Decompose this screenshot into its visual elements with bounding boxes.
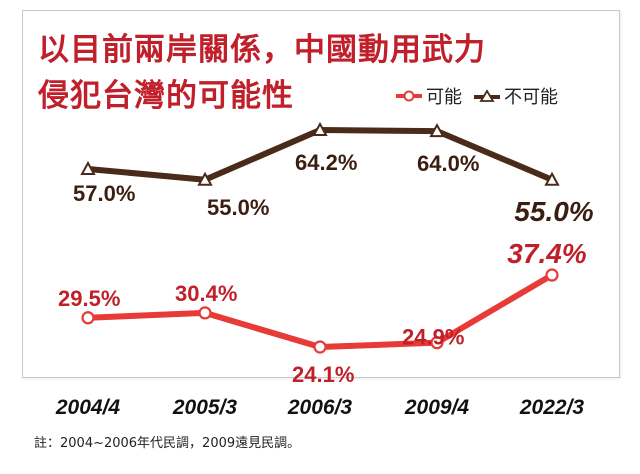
data-label-not-possible: 55.0% [207, 195, 269, 220]
legend-item-possible: 可能 [394, 83, 462, 109]
data-label-not-possible: 57.0% [73, 181, 135, 206]
footnote: 註：2004~2006年代民調，2009遠見民調。 [34, 436, 301, 451]
data-point-possible [313, 340, 327, 354]
data-point-not-possible [197, 171, 213, 186]
legend: 可能 不可能 [394, 84, 568, 108]
chart-title-line2: 侵犯台灣的可能性 [38, 78, 294, 114]
x-tick-label: 2005/3 [172, 396, 238, 419]
x-tick-label: 2022/3 [519, 396, 585, 419]
data-point-possible [198, 306, 212, 320]
data-label-possible: 37.4% [507, 238, 586, 269]
data-point-possible [545, 268, 559, 282]
data-label-not-possible: 55.0% [514, 196, 593, 227]
data-point-possible [430, 336, 444, 350]
data-point-not-possible [312, 121, 328, 136]
chart-title-line1: 以目前兩岸關係，中國動用武力 [38, 32, 486, 68]
legend-circle-marker-icon [396, 90, 422, 102]
data-label-possible: 29.5% [58, 286, 120, 311]
x-tick-label: 2009/4 [404, 396, 470, 419]
data-point-not-possible [544, 171, 560, 186]
data-point-possible [81, 311, 95, 325]
legend-triangle-marker-icon [474, 89, 500, 102]
legend-item-not-possible: 不可能 [472, 83, 558, 109]
data-point-not-possible [429, 122, 445, 138]
legend-label-possible: 可能 [426, 87, 462, 108]
x-tick-label: 2004/4 [55, 396, 121, 419]
data-label-not-possible: 64.0% [417, 151, 479, 176]
series-line-possible [85, 272, 555, 350]
legend-label-not-possible: 不可能 [504, 87, 558, 108]
data-label-possible: 24.1% [292, 362, 354, 387]
data-point-not-possible [80, 160, 96, 175]
data-label-not-possible: 64.2% [295, 150, 357, 175]
x-tick-label: 2006/3 [287, 396, 353, 419]
data-label-possible: 24.9% [402, 325, 464, 350]
data-label-possible: 30.4% [175, 281, 237, 306]
